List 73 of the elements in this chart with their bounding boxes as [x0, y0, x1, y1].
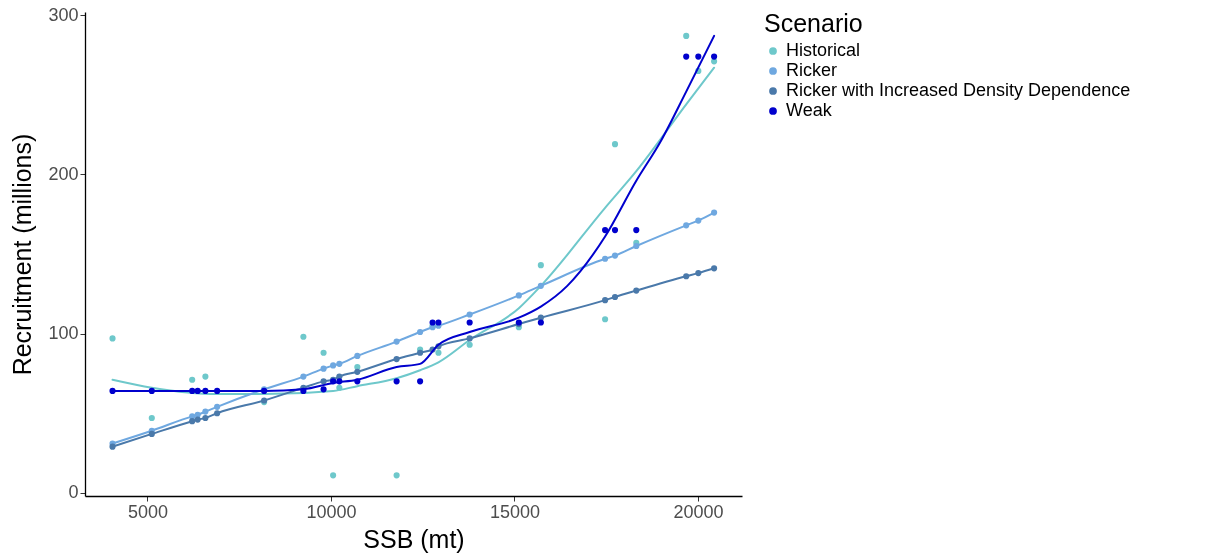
point — [393, 472, 400, 479]
point — [683, 53, 690, 60]
point — [336, 360, 343, 367]
x-axis-title: SSB (mt) — [363, 524, 465, 553]
point — [683, 32, 690, 39]
point — [711, 53, 718, 60]
point — [320, 386, 327, 393]
point — [214, 403, 221, 410]
y-tick-label: 300 — [48, 4, 79, 25]
point — [466, 341, 473, 348]
point — [202, 414, 209, 422]
point — [202, 408, 209, 415]
point — [109, 335, 116, 342]
point — [602, 227, 609, 234]
point — [393, 378, 400, 385]
point — [611, 252, 619, 259]
point — [189, 376, 196, 383]
x-tick-label: 10000 — [306, 501, 357, 522]
legend-label: Ricker — [786, 60, 838, 80]
y-tick-label: 100 — [48, 323, 79, 344]
point — [194, 416, 201, 423]
point — [633, 227, 640, 234]
point — [320, 378, 327, 385]
point — [189, 418, 196, 425]
point — [537, 282, 544, 289]
point — [354, 352, 361, 359]
point — [393, 338, 400, 345]
point — [194, 411, 201, 418]
point — [300, 373, 307, 380]
point — [466, 311, 473, 318]
point — [711, 265, 718, 272]
legend-label: Ricker with Increased Density Dependence — [786, 80, 1131, 100]
point — [300, 333, 307, 340]
point — [320, 365, 327, 372]
point — [466, 319, 473, 326]
y-tick-label: 200 — [48, 163, 79, 184]
point — [214, 410, 221, 417]
point — [611, 227, 619, 234]
point — [633, 287, 640, 294]
point — [695, 217, 702, 224]
point — [202, 373, 209, 380]
point — [393, 356, 400, 363]
point — [602, 297, 609, 304]
point — [633, 242, 640, 250]
legend-label: Weak — [786, 100, 833, 120]
point — [466, 335, 473, 342]
point — [330, 472, 337, 479]
point — [695, 270, 702, 277]
point — [695, 53, 702, 60]
point — [330, 362, 337, 369]
point — [417, 378, 424, 385]
x-tick-label: 15000 — [489, 501, 540, 522]
point — [435, 349, 442, 356]
legend-label: Historical — [786, 40, 861, 60]
point — [602, 255, 609, 262]
point — [683, 273, 690, 280]
point — [611, 141, 619, 148]
legend-title: Scenario — [764, 9, 863, 37]
point — [515, 292, 522, 299]
point — [320, 349, 327, 356]
point — [611, 293, 619, 301]
y-tick-label: 0 — [68, 482, 79, 503]
x-tick-label: 5000 — [127, 501, 168, 522]
point — [148, 414, 155, 422]
point — [537, 262, 544, 269]
point — [683, 222, 690, 229]
point — [537, 319, 544, 326]
point — [711, 209, 718, 216]
x-tick-label: 20000 — [673, 501, 724, 522]
point — [417, 328, 424, 336]
y-axis-title: Recruitment (millions) — [8, 133, 37, 376]
point — [602, 316, 609, 323]
point — [354, 368, 361, 375]
